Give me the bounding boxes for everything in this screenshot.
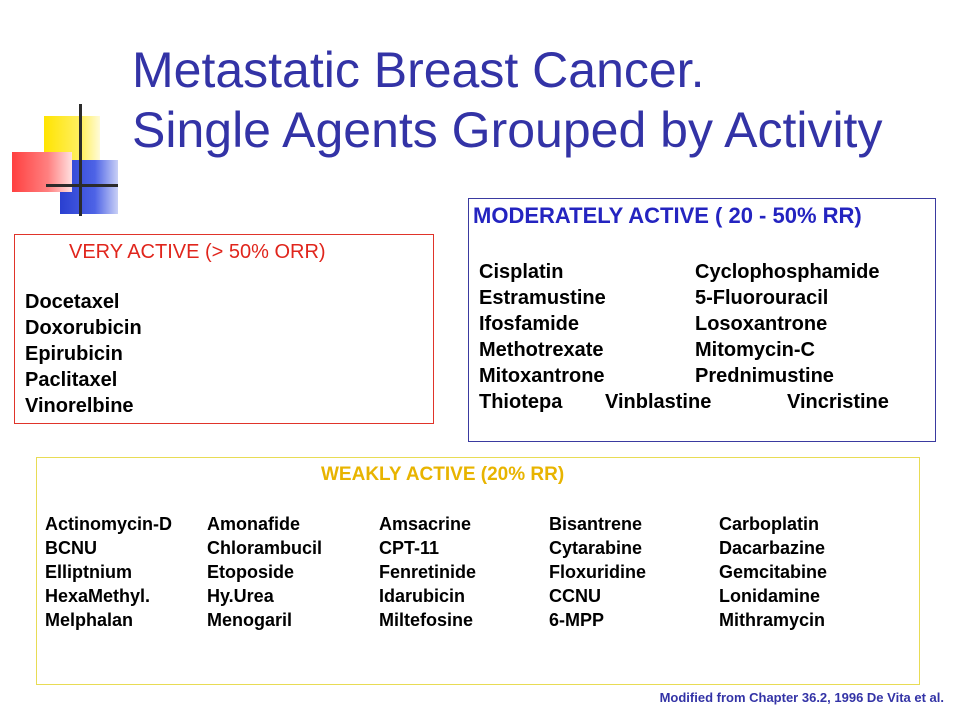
- moderately-active-agent: Losoxantrone: [695, 313, 828, 335]
- weakly-active-agent: CPT-11: [379, 538, 440, 558]
- weakly-active-agent: Menogaril: [207, 610, 293, 630]
- weakly-active-box: WEAKLY ACTIVE (20% RR) Actinomycin-D Amo…: [36, 457, 920, 685]
- moderately-active-agent: 5-Fluorouracil: [695, 287, 829, 309]
- weakly-active-agent: Lonidamine: [719, 586, 821, 606]
- very-active-agent: Paclitaxel: [25, 369, 118, 391]
- very-active-agent: Vinorelbine: [25, 395, 134, 417]
- slide-title: Metastatic Breast Cancer. Single Agents …: [132, 40, 952, 160]
- moderately-active-agent: Ifosfamide: [479, 313, 580, 335]
- weakly-active-agent: Actinomycin-D: [45, 514, 173, 534]
- weakly-active-agent: Floxuridine: [549, 562, 647, 582]
- weakly-active-heading: WEAKLY ACTIVE (20% RR): [321, 464, 565, 485]
- very-active-agent: Doxorubicin: [25, 317, 142, 339]
- weakly-active-agent: Carboplatin: [719, 514, 820, 534]
- very-active-agent: Epirubicin: [25, 343, 123, 365]
- weakly-active-agent: Fenretinide: [379, 562, 477, 582]
- moderately-active-box: MODERATELY ACTIVE ( 20 - 50% RR) Cisplat…: [468, 198, 936, 442]
- weakly-active-agent: HexaMethyl.: [45, 586, 151, 606]
- weakly-active-agent: Hy.Urea: [207, 586, 274, 606]
- weakly-active-agent: Amsacrine: [379, 514, 472, 534]
- weakly-active-agent: Bisantrene: [549, 514, 643, 534]
- moderately-active-agent: Estramustine: [479, 287, 606, 309]
- weakly-active-agent: CCNU: [549, 586, 601, 606]
- slide-title-line-1: Metastatic Breast Cancer.: [132, 42, 705, 98]
- source-citation: Modified from Chapter 36.2, 1996 De Vita…: [659, 690, 944, 705]
- moderately-active-agent: Prednimustine: [695, 365, 834, 387]
- weakly-active-agent: Melphalan: [45, 610, 134, 630]
- moderately-active-agent: Thiotepa: [479, 391, 563, 413]
- weakly-active-agent: Mithramycin: [719, 610, 826, 630]
- decorative-horizontal-line: [46, 184, 118, 187]
- weakly-active-agent: Miltefosine: [379, 610, 474, 630]
- weakly-active-agent: Chlorambucil: [207, 538, 323, 558]
- weakly-active-agent: Gemcitabine: [719, 562, 828, 582]
- weakly-active-agent: Etoposide: [207, 562, 295, 582]
- weakly-active-agent: Dacarbazine: [719, 538, 826, 558]
- moderately-active-agent: Mitomycin-C: [695, 339, 815, 361]
- weakly-active-agent: BCNU: [45, 538, 97, 558]
- very-active-agent: Docetaxel: [25, 291, 120, 313]
- moderately-active-agent: Mitoxantrone: [479, 365, 605, 387]
- moderately-active-agent: Vincristine: [787, 391, 889, 413]
- weakly-active-agent: Elliptnium: [45, 562, 132, 582]
- weakly-active-agent: Idarubicin: [379, 586, 466, 606]
- decorative-vertical-line: [79, 104, 82, 216]
- weakly-active-agent: Amonafide: [207, 514, 301, 534]
- moderately-active-agent: Cisplatin: [479, 261, 564, 283]
- moderately-active-agent: Vinblastine: [605, 391, 712, 413]
- slide-title-line-2: Single Agents Grouped by Activity: [132, 102, 883, 158]
- moderately-active-agent: Cyclophosphamide: [695, 261, 880, 283]
- weakly-active-agent: 6-MPP: [549, 610, 605, 630]
- very-active-box: VERY ACTIVE (> 50% ORR) Docetaxel Doxoru…: [14, 234, 434, 424]
- very-active-heading: VERY ACTIVE (> 50% ORR): [69, 241, 326, 263]
- weakly-active-agent: Cytarabine: [549, 538, 643, 558]
- moderately-active-heading: MODERATELY ACTIVE ( 20 - 50% RR): [473, 203, 862, 228]
- moderately-active-agent: Methotrexate: [479, 339, 604, 361]
